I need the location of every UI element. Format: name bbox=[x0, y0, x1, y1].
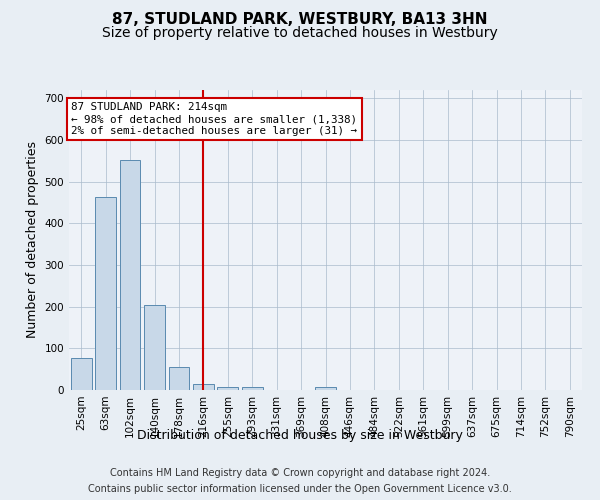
Bar bbox=[119, 160, 140, 390]
Bar bbox=[242, 386, 263, 390]
Bar bbox=[217, 386, 238, 390]
Bar bbox=[169, 367, 190, 390]
Bar bbox=[144, 306, 165, 390]
Text: Contains public sector information licensed under the Open Government Licence v3: Contains public sector information licen… bbox=[88, 484, 512, 494]
Bar bbox=[315, 386, 336, 390]
Text: Contains HM Land Registry data © Crown copyright and database right 2024.: Contains HM Land Registry data © Crown c… bbox=[110, 468, 490, 477]
Text: Distribution of detached houses by size in Westbury: Distribution of detached houses by size … bbox=[137, 428, 463, 442]
Text: 87 STUDLAND PARK: 214sqm
← 98% of detached houses are smaller (1,338)
2% of semi: 87 STUDLAND PARK: 214sqm ← 98% of detach… bbox=[71, 102, 358, 136]
Bar bbox=[71, 358, 92, 390]
Bar bbox=[193, 384, 214, 390]
Bar bbox=[95, 197, 116, 390]
Text: 87, STUDLAND PARK, WESTBURY, BA13 3HN: 87, STUDLAND PARK, WESTBURY, BA13 3HN bbox=[112, 12, 488, 28]
Y-axis label: Number of detached properties: Number of detached properties bbox=[26, 142, 39, 338]
Text: Size of property relative to detached houses in Westbury: Size of property relative to detached ho… bbox=[102, 26, 498, 40]
